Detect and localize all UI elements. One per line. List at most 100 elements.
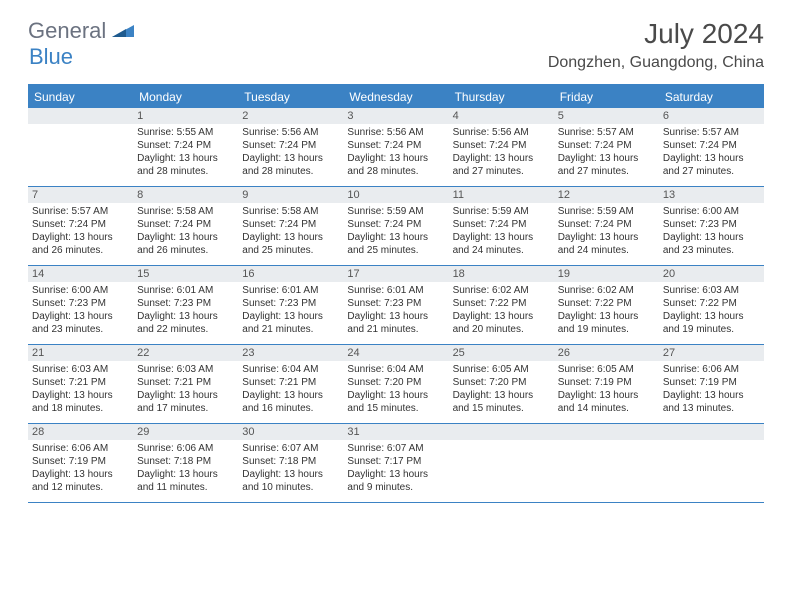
day-cell: 8Sunrise: 5:58 AMSunset: 7:24 PMDaylight… — [133, 187, 238, 265]
sunset-text: Sunset: 7:17 PM — [347, 455, 444, 468]
day-number — [554, 424, 659, 440]
sunrise-text: Sunrise: 5:56 AM — [242, 126, 339, 139]
daylight-text-1: Daylight: 13 hours — [558, 231, 655, 244]
sunrise-text: Sunrise: 5:57 AM — [32, 205, 129, 218]
day-cell-blank — [449, 424, 554, 502]
daylight-text-1: Daylight: 13 hours — [242, 310, 339, 323]
day-info: Sunrise: 6:04 AMSunset: 7:20 PMDaylight:… — [343, 361, 448, 419]
daylight-text-2: and 28 minutes. — [137, 165, 234, 178]
sunset-text: Sunset: 7:23 PM — [242, 297, 339, 310]
sunset-text: Sunset: 7:24 PM — [242, 218, 339, 231]
day-cell: 26Sunrise: 6:05 AMSunset: 7:19 PMDayligh… — [554, 345, 659, 423]
daylight-text-2: and 15 minutes. — [347, 402, 444, 415]
day-info: Sunrise: 5:55 AMSunset: 7:24 PMDaylight:… — [133, 124, 238, 182]
day-cell: 18Sunrise: 6:02 AMSunset: 7:22 PMDayligh… — [449, 266, 554, 344]
daylight-text-1: Daylight: 13 hours — [242, 389, 339, 402]
sunset-text: Sunset: 7:24 PM — [137, 218, 234, 231]
daylight-text-2: and 26 minutes. — [137, 244, 234, 257]
day-info: Sunrise: 5:59 AMSunset: 7:24 PMDaylight:… — [554, 203, 659, 261]
daylight-text-2: and 21 minutes. — [242, 323, 339, 336]
day-number — [659, 424, 764, 440]
daylight-text-1: Daylight: 13 hours — [32, 310, 129, 323]
day-number: 1 — [133, 108, 238, 124]
sunset-text: Sunset: 7:19 PM — [663, 376, 760, 389]
daylight-text-1: Daylight: 13 hours — [453, 152, 550, 165]
daylight-text-2: and 28 minutes. — [242, 165, 339, 178]
day-info: Sunrise: 6:03 AMSunset: 7:21 PMDaylight:… — [28, 361, 133, 419]
sunrise-text: Sunrise: 5:57 AM — [558, 126, 655, 139]
column-header: Friday — [554, 86, 659, 108]
column-header: Tuesday — [238, 86, 343, 108]
sunrise-text: Sunrise: 6:05 AM — [558, 363, 655, 376]
sunrise-text: Sunrise: 6:04 AM — [347, 363, 444, 376]
day-number: 16 — [238, 266, 343, 282]
daylight-text-1: Daylight: 13 hours — [137, 310, 234, 323]
sunset-text: Sunset: 7:24 PM — [347, 218, 444, 231]
day-cell: 9Sunrise: 5:58 AMSunset: 7:24 PMDaylight… — [238, 187, 343, 265]
sunset-text: Sunset: 7:22 PM — [453, 297, 550, 310]
day-info: Sunrise: 6:05 AMSunset: 7:19 PMDaylight:… — [554, 361, 659, 419]
day-number: 12 — [554, 187, 659, 203]
day-number: 29 — [133, 424, 238, 440]
sunset-text: Sunset: 7:24 PM — [663, 139, 760, 152]
daylight-text-1: Daylight: 13 hours — [453, 389, 550, 402]
day-info: Sunrise: 6:01 AMSunset: 7:23 PMDaylight:… — [343, 282, 448, 340]
daylight-text-2: and 10 minutes. — [242, 481, 339, 494]
sunrise-text: Sunrise: 6:06 AM — [663, 363, 760, 376]
month-title: July 2024 — [548, 18, 764, 50]
daylight-text-1: Daylight: 13 hours — [347, 389, 444, 402]
column-header: Thursday — [449, 86, 554, 108]
day-cell: 6Sunrise: 5:57 AMSunset: 7:24 PMDaylight… — [659, 108, 764, 186]
daylight-text-1: Daylight: 13 hours — [558, 389, 655, 402]
calendar: SundayMondayTuesdayWednesdayThursdayFrid… — [28, 84, 764, 503]
column-header: Sunday — [28, 86, 133, 108]
day-info: Sunrise: 6:06 AMSunset: 7:19 PMDaylight:… — [28, 440, 133, 498]
day-cell: 21Sunrise: 6:03 AMSunset: 7:21 PMDayligh… — [28, 345, 133, 423]
daylight-text-2: and 27 minutes. — [558, 165, 655, 178]
sunset-text: Sunset: 7:24 PM — [453, 218, 550, 231]
day-number — [28, 108, 133, 124]
day-number: 28 — [28, 424, 133, 440]
daylight-text-2: and 27 minutes. — [663, 165, 760, 178]
day-number: 22 — [133, 345, 238, 361]
logo-text-blue: Blue — [29, 44, 73, 69]
daylight-text-1: Daylight: 13 hours — [242, 468, 339, 481]
calendar-header-row: SundayMondayTuesdayWednesdayThursdayFrid… — [28, 86, 764, 108]
sunset-text: Sunset: 7:21 PM — [32, 376, 129, 389]
sunset-text: Sunset: 7:24 PM — [558, 218, 655, 231]
sunset-text: Sunset: 7:20 PM — [347, 376, 444, 389]
day-number: 5 — [554, 108, 659, 124]
daylight-text-2: and 9 minutes. — [347, 481, 444, 494]
sunset-text: Sunset: 7:21 PM — [137, 376, 234, 389]
day-number: 3 — [343, 108, 448, 124]
sunrise-text: Sunrise: 6:06 AM — [137, 442, 234, 455]
daylight-text-2: and 24 minutes. — [453, 244, 550, 257]
day-cell: 29Sunrise: 6:06 AMSunset: 7:18 PMDayligh… — [133, 424, 238, 502]
sunset-text: Sunset: 7:24 PM — [137, 139, 234, 152]
column-header: Wednesday — [343, 86, 448, 108]
sunset-text: Sunset: 7:24 PM — [453, 139, 550, 152]
sunset-text: Sunset: 7:23 PM — [347, 297, 444, 310]
day-info: Sunrise: 6:06 AMSunset: 7:19 PMDaylight:… — [659, 361, 764, 419]
daylight-text-2: and 20 minutes. — [453, 323, 550, 336]
day-number: 15 — [133, 266, 238, 282]
daylight-text-2: and 15 minutes. — [453, 402, 550, 415]
daylight-text-1: Daylight: 13 hours — [558, 152, 655, 165]
day-info: Sunrise: 6:00 AMSunset: 7:23 PMDaylight:… — [28, 282, 133, 340]
daylight-text-1: Daylight: 13 hours — [347, 468, 444, 481]
day-cell: 4Sunrise: 5:56 AMSunset: 7:24 PMDaylight… — [449, 108, 554, 186]
sunset-text: Sunset: 7:22 PM — [663, 297, 760, 310]
day-cell: 27Sunrise: 6:06 AMSunset: 7:19 PMDayligh… — [659, 345, 764, 423]
daylight-text-1: Daylight: 13 hours — [663, 152, 760, 165]
column-header: Saturday — [659, 86, 764, 108]
sunrise-text: Sunrise: 6:03 AM — [32, 363, 129, 376]
day-cell: 11Sunrise: 5:59 AMSunset: 7:24 PMDayligh… — [449, 187, 554, 265]
sunrise-text: Sunrise: 6:01 AM — [137, 284, 234, 297]
sunset-text: Sunset: 7:18 PM — [242, 455, 339, 468]
daylight-text-2: and 16 minutes. — [242, 402, 339, 415]
day-cell: 12Sunrise: 5:59 AMSunset: 7:24 PMDayligh… — [554, 187, 659, 265]
header: General July 2024 Dongzhen, Guangdong, C… — [0, 0, 792, 76]
sunrise-text: Sunrise: 6:04 AM — [242, 363, 339, 376]
sunrise-text: Sunrise: 5:56 AM — [453, 126, 550, 139]
day-cell-blank — [554, 424, 659, 502]
